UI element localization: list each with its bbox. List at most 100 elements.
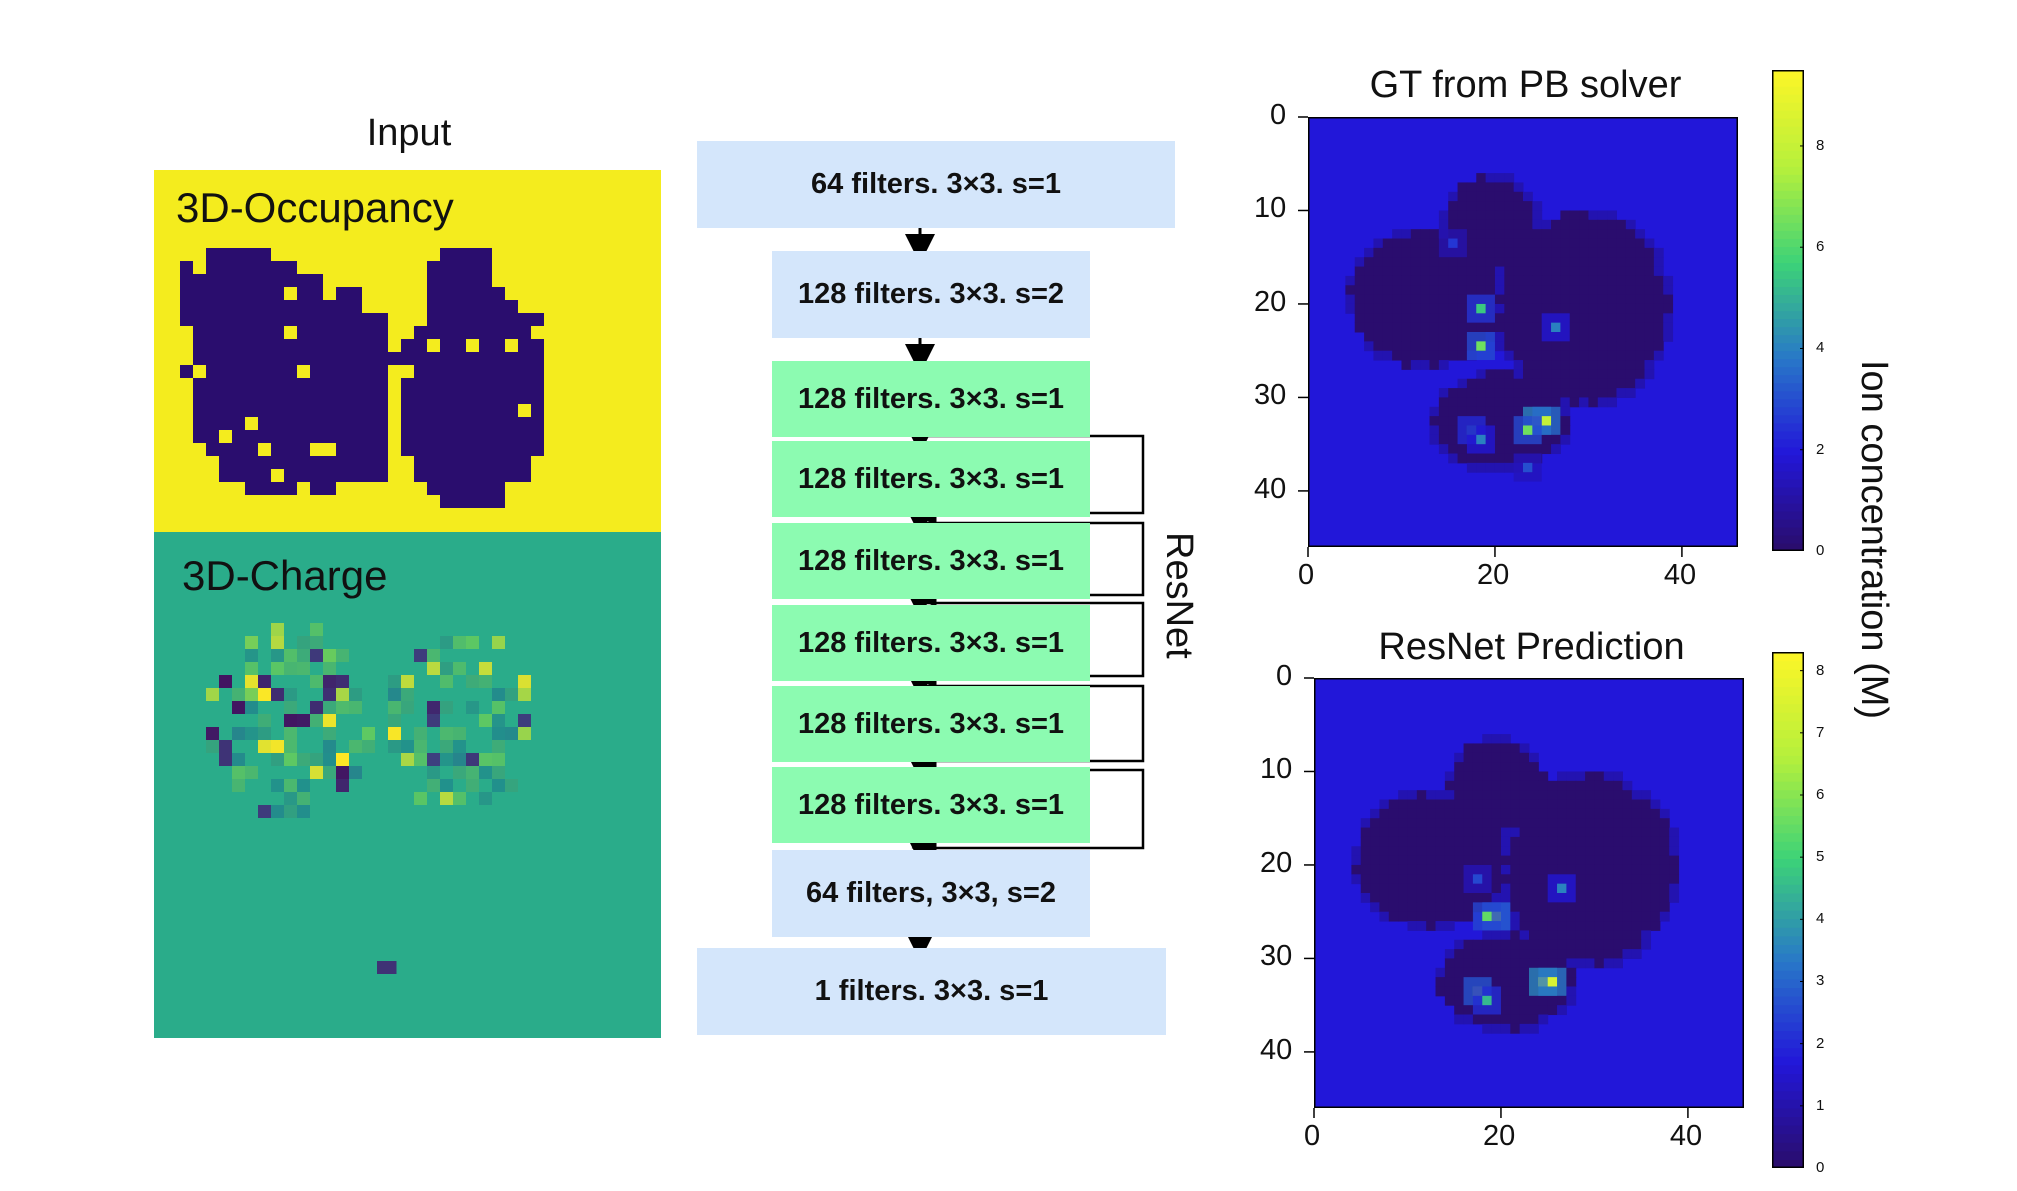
heatmap-cell	[1429, 247, 1440, 258]
heatmap-cell	[1438, 416, 1449, 426]
heatmap-cell	[1557, 995, 1567, 1006]
heatmap-cell	[1644, 341, 1655, 352]
charge-cell	[440, 753, 453, 766]
heatmap-cell	[1616, 378, 1627, 389]
heatmap-cell	[1476, 275, 1487, 286]
colorbar-segment	[1772, 738, 1804, 748]
heatmap-cell	[1625, 350, 1636, 361]
heatmap-cell	[1523, 303, 1533, 314]
occupancy-cell	[284, 274, 297, 287]
heatmap-cell	[1625, 229, 1636, 240]
heatmap-cell	[1607, 360, 1617, 370]
occupancy-cell	[284, 352, 297, 365]
heatmap-cell	[1650, 883, 1661, 894]
occupancy-cell	[362, 469, 375, 482]
heatmap-cell	[1603, 864, 1614, 875]
colorbar-tick-label: 2	[1816, 1034, 1825, 1052]
occupancy-cell	[219, 456, 232, 469]
heatmap-cell	[1569, 210, 1580, 221]
heatmap-cell	[1435, 911, 1446, 922]
heatmap-cell	[1429, 350, 1440, 361]
heatmap-cell	[1392, 303, 1402, 314]
heatmap-cell	[1448, 341, 1459, 352]
heatmap-cell	[1513, 397, 1524, 408]
occupancy-cell	[349, 391, 362, 404]
heatmap-cell	[1560, 378, 1571, 389]
heatmap-cell	[1622, 818, 1633, 829]
charge-cell	[219, 740, 232, 753]
heatmap-cell	[1569, 341, 1580, 352]
heatmap-cell	[1454, 799, 1465, 810]
heatmap-cell	[1538, 949, 1549, 959]
heatmap-cell	[1607, 332, 1617, 342]
heatmap-cell	[1457, 350, 1468, 361]
heatmap-cell	[1513, 303, 1524, 314]
occupancy-cell	[401, 378, 414, 391]
heatmap-cell	[1644, 266, 1655, 277]
heatmap-cell	[1541, 378, 1552, 389]
heatmap-cell	[1494, 397, 1505, 408]
heatmap-cell	[1579, 360, 1589, 370]
occupancy-cell	[323, 469, 336, 482]
occupancy-cell	[206, 378, 219, 391]
charge-cell	[401, 701, 414, 714]
heatmap-cell	[1504, 294, 1515, 305]
occupancy-cell	[336, 313, 349, 326]
occupancy-cell	[310, 404, 323, 417]
layer-label: 128 filters. 3×3. s=1	[797, 788, 1065, 821]
heatmap-cell	[1510, 1023, 1521, 1034]
heatmap-cell	[1401, 238, 1412, 249]
heatmap-cell	[1491, 734, 1502, 744]
charge-cell	[440, 792, 453, 805]
heatmap-cell	[1551, 303, 1561, 314]
heatmap-cell	[1398, 855, 1408, 866]
occupancy-cell	[427, 443, 440, 456]
heatmap-cell	[1547, 902, 1558, 913]
heatmap-cell	[1594, 930, 1605, 941]
heatmap-cell	[1579, 210, 1589, 221]
colorbar-segment	[1772, 238, 1804, 247]
heatmap-cell	[1594, 780, 1605, 791]
heatmap-cell	[1579, 294, 1589, 305]
heatmap-cell	[1566, 799, 1577, 810]
heatmap-cell	[1373, 350, 1384, 361]
heatmap-cell	[1663, 303, 1674, 314]
colorbar-segment	[1772, 677, 1804, 687]
charge-cell	[427, 766, 440, 779]
colorbar-segment	[1772, 390, 1804, 400]
heatmap-cell	[1435, 902, 1446, 913]
heatmap-cell	[1457, 266, 1468, 277]
charge-cell	[427, 714, 440, 727]
heatmap-cell	[1454, 949, 1465, 959]
heatmap-cell	[1494, 341, 1505, 352]
heatmap-cell	[1438, 303, 1449, 314]
colorbar-segment	[1772, 978, 1804, 988]
heatmap-cell	[1659, 911, 1670, 922]
heatmap-cell	[1504, 191, 1515, 202]
layer-label: 128 filters. 3×3. s=1	[797, 382, 1065, 415]
heatmap-cell	[1557, 939, 1567, 950]
heatmap-cell	[1575, 930, 1586, 941]
occupancy-cell	[219, 261, 232, 274]
heatmap-cell	[1379, 836, 1390, 847]
heatmap-cell	[1547, 995, 1558, 1006]
heatmap-cell	[1641, 902, 1652, 913]
heatmap-cell	[1579, 388, 1589, 398]
heatmap-cell	[1585, 771, 1595, 782]
occupancy-cell	[505, 313, 518, 326]
charge-cell	[271, 779, 284, 792]
heatmap-cell	[1510, 818, 1521, 829]
occupancy-cell	[466, 391, 479, 404]
heatmap-cell	[1500, 808, 1511, 819]
heatmap-cell	[1426, 855, 1437, 866]
occupancy-cell	[310, 482, 323, 495]
heatmap-cell	[1538, 883, 1549, 894]
occupancy-cell	[518, 391, 531, 404]
colorbar-segment	[1772, 422, 1804, 432]
heatmap-cell	[1438, 275, 1449, 286]
heatmap-cell	[1420, 332, 1431, 342]
charge-cell	[271, 623, 284, 636]
heatmap-cell	[1444, 799, 1455, 810]
heatmap-cell	[1616, 219, 1627, 230]
heatmap-cell	[1519, 780, 1530, 791]
